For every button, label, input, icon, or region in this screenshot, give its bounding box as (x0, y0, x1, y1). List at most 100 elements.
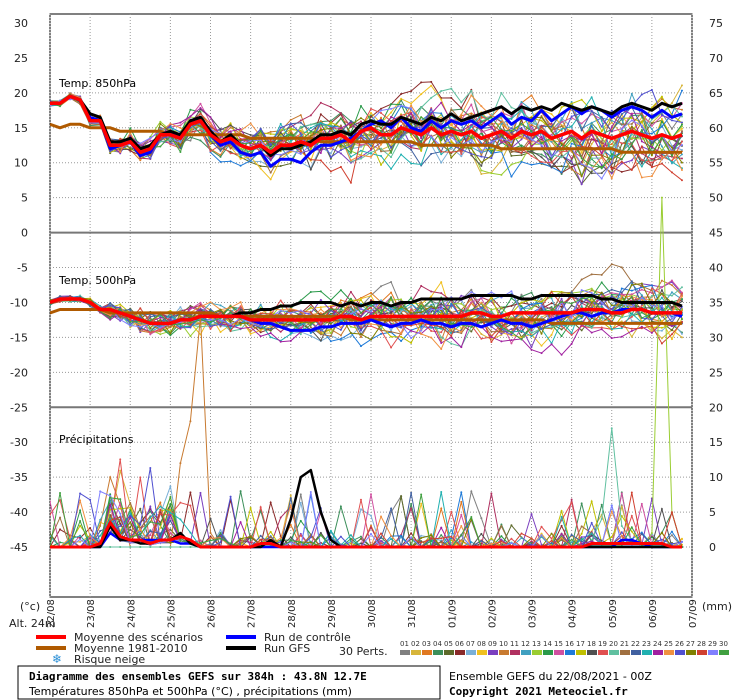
right-tick-label: 50 (709, 192, 723, 205)
pert-01: 01 (400, 640, 410, 655)
pert-17: 17 (576, 640, 586, 655)
series-t850-clim (50, 122, 682, 154)
left-tick-label: -20 (10, 366, 28, 379)
footer-box (17, 665, 441, 700)
left-tick-label: 25 (14, 52, 28, 65)
pert-number: 05 (444, 640, 453, 648)
x-tick-label: 04/09 (568, 599, 579, 628)
pert-swatch (587, 650, 597, 655)
pert-number: 11 (510, 640, 519, 648)
left-tick-label: 15 (14, 122, 28, 135)
left-tick-label: -10 (10, 296, 28, 309)
pert-swatch (499, 650, 509, 655)
pert-number: 01 (400, 640, 409, 648)
series-t850-mean (50, 94, 683, 155)
pert-number: 03 (422, 640, 431, 648)
pert-number: 14 (543, 640, 552, 648)
pert-swatch (642, 650, 652, 655)
pert-number: 09 (488, 640, 497, 648)
pert-swatch (631, 650, 641, 655)
pert-swatch (400, 650, 410, 655)
pert-swatch (708, 650, 718, 655)
pert-number: 26 (675, 640, 684, 648)
pert-swatch (653, 650, 663, 655)
right-tick-label: 65 (709, 87, 723, 100)
x-tick-label: 27/08 (247, 599, 258, 628)
x-tick-label: 07/09 (688, 599, 699, 628)
legend-item-0: Moyenne des scénarios (36, 631, 203, 644)
left-tick-label: -30 (10, 436, 28, 449)
pert-number: 24 (653, 640, 662, 648)
chart-subtitle: Températures 850hPa et 500hPa (°C) , pré… (28, 685, 352, 698)
pert-number: 19 (598, 640, 607, 648)
left-tick-label: 0 (21, 227, 28, 240)
pert-13: 13 (532, 640, 542, 655)
pert-26: 26 (675, 640, 685, 655)
pert-number: 22 (631, 640, 640, 648)
right-tick-label: 5 (709, 506, 716, 519)
pert-16: 16 (565, 640, 575, 655)
pert-number: 15 (554, 640, 563, 648)
right-axis-unit: (mm) (702, 600, 732, 613)
right-tick-label: 20 (709, 401, 723, 414)
pert-swatch (609, 650, 619, 655)
right-tick-label: 10 (709, 471, 723, 484)
left-tick-label: -40 (10, 506, 28, 519)
right-tick-label: 0 (709, 541, 716, 554)
member-t500-29 (50, 289, 683, 339)
legend-swatch (36, 635, 66, 639)
right-tick-label: 75 (709, 17, 723, 30)
legend-label: Moyenne 1981-2010 (74, 642, 188, 655)
perturbation-swatches: 01 02 03 04 05 06 07 08 09 10 11 12 13 14 15 16 17 18 19 20… (400, 640, 729, 655)
x-tick-label: 05/09 (608, 599, 619, 628)
pert-swatch (554, 650, 564, 655)
pert-05: 05 (444, 640, 454, 655)
pert-swatch (510, 650, 520, 655)
pert-08: 08 (477, 640, 487, 655)
right-tick-label: 35 (709, 296, 723, 309)
left-axis-ticks: 30 25 20 15 10 5 0 -5 -10 -15 -20 -25 -30 -35 -40 -45 (10, 17, 28, 554)
altitude-label: Alt. 24m (9, 617, 56, 630)
pert-swatch (411, 650, 421, 655)
pert-14: 14 (543, 640, 553, 655)
legend-swatch (226, 635, 256, 639)
pert-swatch (565, 650, 575, 655)
pert-number: 12 (521, 640, 530, 648)
right-tick-label: 15 (709, 436, 723, 449)
pert-swatch (543, 650, 553, 655)
pert-swatch (620, 650, 630, 655)
left-axis-unit: (°c) (20, 600, 40, 613)
pert-number: 04 (433, 640, 442, 648)
pert-number: 30 (719, 640, 728, 648)
pert-number: 20 (609, 640, 618, 648)
pert-03: 03 (422, 640, 432, 655)
pert-swatch (576, 650, 586, 655)
x-axis-ticks: 22/08 23/08 24/08 25/08 26/08 27/08 28/08 29/08… (46, 599, 699, 628)
panel-label-precip: Précipitations (59, 433, 134, 446)
pert-21: 21 (620, 640, 630, 655)
x-tick-label: 02/09 (487, 599, 498, 628)
pert-swatch (455, 650, 465, 655)
pert-swatch (433, 650, 443, 655)
right-tick-label: 25 (709, 366, 723, 379)
legend-label: Run GFS (264, 642, 310, 655)
run-label: Ensemble GEFS du 22/08/2021 - 00Z (449, 670, 652, 683)
left-tick-label: -15 (10, 331, 28, 344)
pert-19: 19 (598, 640, 608, 655)
pert-swatch (532, 650, 542, 655)
pert-swatch (466, 650, 476, 655)
pert-swatch (664, 650, 674, 655)
x-tick-label: 23/08 (86, 599, 97, 628)
right-tick-label: 55 (709, 157, 723, 170)
pert-number: 17 (576, 640, 585, 648)
right-tick-label: 60 (709, 122, 723, 135)
pert-number: 23 (642, 640, 651, 648)
pert-number: 29 (708, 640, 717, 648)
left-tick-label: -35 (10, 471, 28, 484)
pert-number: 07 (466, 640, 475, 648)
panel-label-t500: Temp. 500hPa (58, 274, 136, 287)
pert-11: 11 (510, 640, 520, 655)
pert-23: 23 (642, 640, 652, 655)
copyright: Copyright 2021 Meteociel.fr (449, 685, 628, 698)
